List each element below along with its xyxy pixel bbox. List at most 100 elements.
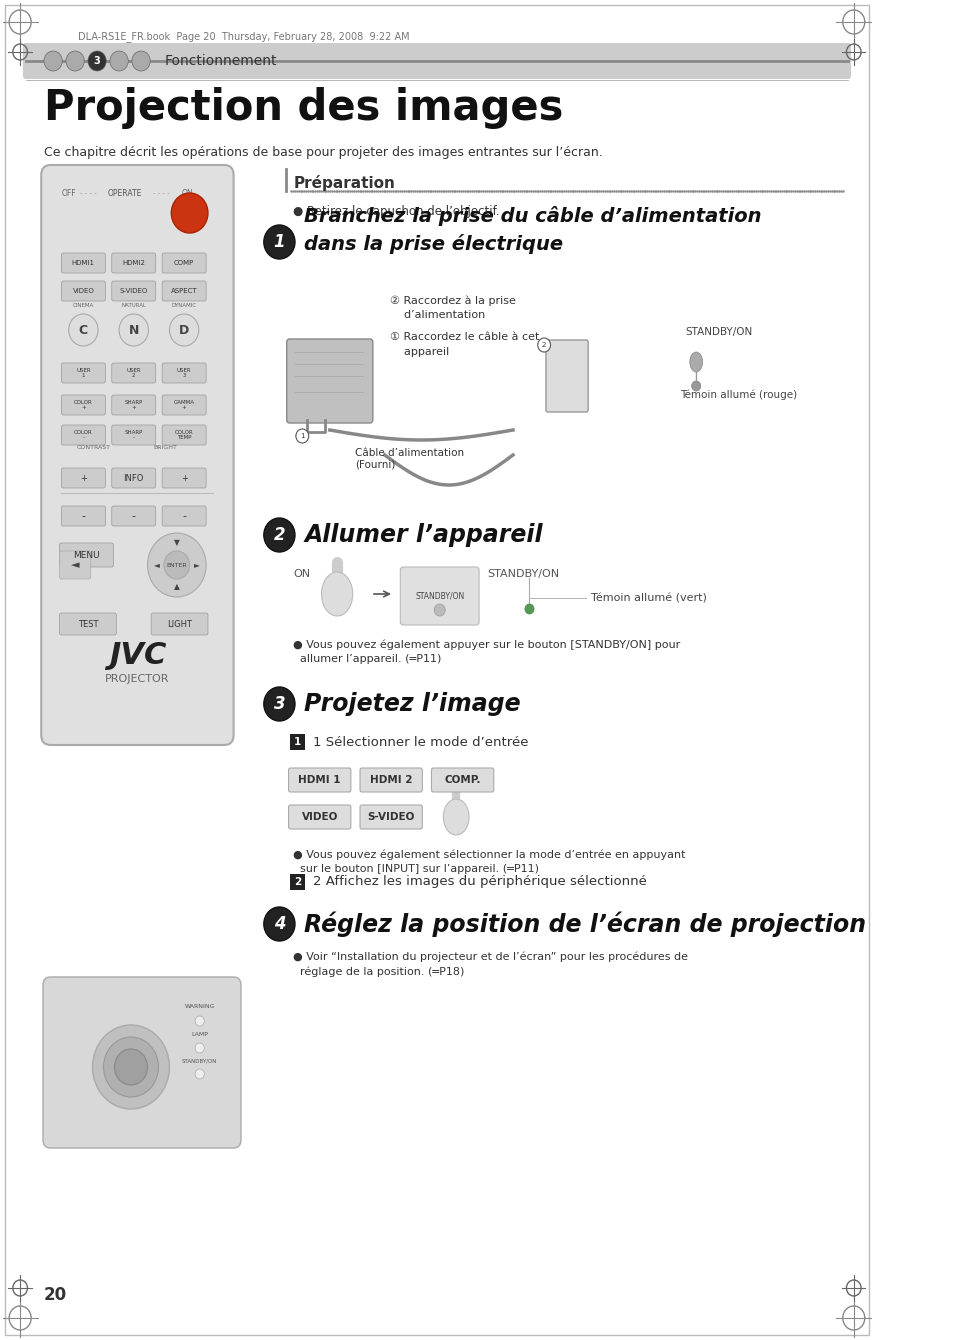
Text: -: - xyxy=(182,511,186,521)
Text: Câble d’alimentation
(Fourni): Câble d’alimentation (Fourni) xyxy=(355,448,464,469)
FancyBboxPatch shape xyxy=(59,551,91,579)
FancyBboxPatch shape xyxy=(151,612,208,635)
Text: Projection des images: Projection des images xyxy=(44,87,563,129)
Text: STANDBY/ON: STANDBY/ON xyxy=(182,1059,217,1064)
FancyBboxPatch shape xyxy=(41,165,233,745)
FancyBboxPatch shape xyxy=(400,567,478,624)
Text: NATURAL: NATURAL xyxy=(121,303,146,307)
FancyBboxPatch shape xyxy=(290,734,305,750)
Text: LAMP: LAMP xyxy=(191,1033,208,1037)
Text: MENU: MENU xyxy=(72,551,99,560)
Text: S-VIDEO: S-VIDEO xyxy=(367,812,415,821)
Circle shape xyxy=(119,314,149,346)
FancyBboxPatch shape xyxy=(162,281,206,302)
Text: ◄: ◄ xyxy=(71,560,79,570)
FancyBboxPatch shape xyxy=(112,507,155,527)
Text: OPERATE: OPERATE xyxy=(107,189,141,197)
Text: ◄: ◄ xyxy=(153,560,159,570)
Text: 1: 1 xyxy=(300,433,304,440)
Text: ►: ► xyxy=(193,560,200,570)
Circle shape xyxy=(264,907,294,941)
Text: ● Vous pouvez également appuyer sur le bouton [STANDBY/ON] pour
  allumer l’appa: ● Vous pouvez également appuyer sur le b… xyxy=(293,639,679,663)
FancyBboxPatch shape xyxy=(359,805,422,829)
Text: +: + xyxy=(80,473,87,482)
FancyBboxPatch shape xyxy=(287,339,373,423)
Text: 2 Affichez les images du périphérique sélectionné: 2 Affichez les images du périphérique sé… xyxy=(313,875,646,888)
FancyBboxPatch shape xyxy=(112,363,155,383)
Text: COLOR
+: COLOR + xyxy=(74,399,92,410)
Text: TEST: TEST xyxy=(77,619,98,628)
Text: SHARP
-: SHARP - xyxy=(125,430,143,441)
Circle shape xyxy=(148,533,206,598)
Text: ON: ON xyxy=(293,570,310,579)
FancyBboxPatch shape xyxy=(162,363,206,383)
Text: JVC: JVC xyxy=(109,641,166,670)
Text: D: D xyxy=(179,323,189,336)
Circle shape xyxy=(264,519,294,552)
Text: GAMMA
+: GAMMA + xyxy=(173,399,194,410)
FancyBboxPatch shape xyxy=(61,253,105,273)
FancyBboxPatch shape xyxy=(59,612,116,635)
FancyBboxPatch shape xyxy=(61,363,105,383)
Circle shape xyxy=(195,1043,204,1053)
Text: OFF: OFF xyxy=(61,189,76,197)
Text: ON: ON xyxy=(181,189,193,197)
Text: COLOR
-: COLOR - xyxy=(74,430,92,441)
Circle shape xyxy=(110,51,128,71)
Text: HDMI 1: HDMI 1 xyxy=(298,775,340,785)
Circle shape xyxy=(114,1049,148,1085)
Circle shape xyxy=(295,429,309,444)
Text: 3: 3 xyxy=(274,695,285,713)
Text: Projetez l’image: Projetez l’image xyxy=(304,691,520,716)
Text: Fonctionnement: Fonctionnement xyxy=(165,54,277,68)
Text: BRIGHT: BRIGHT xyxy=(152,445,176,449)
Text: PROJECTOR: PROJECTOR xyxy=(105,674,170,683)
Circle shape xyxy=(66,51,84,71)
Circle shape xyxy=(264,687,294,721)
Text: COLOR
TEMP: COLOR TEMP xyxy=(174,430,193,441)
Ellipse shape xyxy=(443,799,469,835)
Circle shape xyxy=(88,51,106,71)
Text: INFO: INFO xyxy=(124,473,144,482)
Text: COMP: COMP xyxy=(173,260,194,267)
Text: 3: 3 xyxy=(93,56,100,66)
FancyBboxPatch shape xyxy=(60,200,97,218)
Text: 2: 2 xyxy=(294,876,301,887)
Circle shape xyxy=(195,1069,204,1079)
Text: 1 Sélectionner le mode d’entrée: 1 Sélectionner le mode d’entrée xyxy=(313,736,528,749)
Text: HDMI2: HDMI2 xyxy=(122,260,145,267)
Circle shape xyxy=(691,381,700,391)
Text: Ce chapitre décrit les opérations de base pour projeter des images entrantes sur: Ce chapitre décrit les opérations de bas… xyxy=(44,146,602,158)
Text: STANDBY/ON: STANDBY/ON xyxy=(415,591,464,600)
FancyBboxPatch shape xyxy=(288,768,351,792)
Text: C: C xyxy=(79,323,88,336)
FancyBboxPatch shape xyxy=(59,543,113,567)
FancyBboxPatch shape xyxy=(288,805,351,829)
Text: VIDEO: VIDEO xyxy=(301,812,337,821)
Text: 4: 4 xyxy=(274,915,285,933)
Text: HDMI 2: HDMI 2 xyxy=(370,775,412,785)
Text: HDMI1: HDMI1 xyxy=(71,260,94,267)
FancyBboxPatch shape xyxy=(61,425,105,445)
Text: ① Raccordez le câble à cet
    appareil: ① Raccordez le câble à cet appareil xyxy=(390,332,539,356)
Text: STANDBY/ON: STANDBY/ON xyxy=(487,570,558,579)
Circle shape xyxy=(164,551,190,579)
Circle shape xyxy=(195,1016,204,1026)
FancyBboxPatch shape xyxy=(162,253,206,273)
Text: Branchez la prise du câble d’alimentation
dans la prise électrique: Branchez la prise du câble d’alimentatio… xyxy=(304,206,760,255)
Circle shape xyxy=(170,314,198,346)
Text: Témoin allumé (rouge): Témoin allumé (rouge) xyxy=(679,390,796,401)
Text: Préparation: Préparation xyxy=(293,176,395,192)
Text: ▲: ▲ xyxy=(173,583,179,591)
Text: -: - xyxy=(81,511,85,521)
FancyBboxPatch shape xyxy=(162,468,206,488)
FancyBboxPatch shape xyxy=(112,281,155,302)
Circle shape xyxy=(132,51,150,71)
Text: ② Raccordez à la prise
    d’alimentation: ② Raccordez à la prise d’alimentation xyxy=(390,295,516,320)
Text: ● Retirez le capuchon de l’objectif.: ● Retirez le capuchon de l’objectif. xyxy=(293,205,499,217)
FancyBboxPatch shape xyxy=(431,768,494,792)
Text: USER
1: USER 1 xyxy=(76,367,91,378)
FancyBboxPatch shape xyxy=(61,507,105,527)
Circle shape xyxy=(69,314,98,346)
Text: VIDEO: VIDEO xyxy=(72,288,94,293)
